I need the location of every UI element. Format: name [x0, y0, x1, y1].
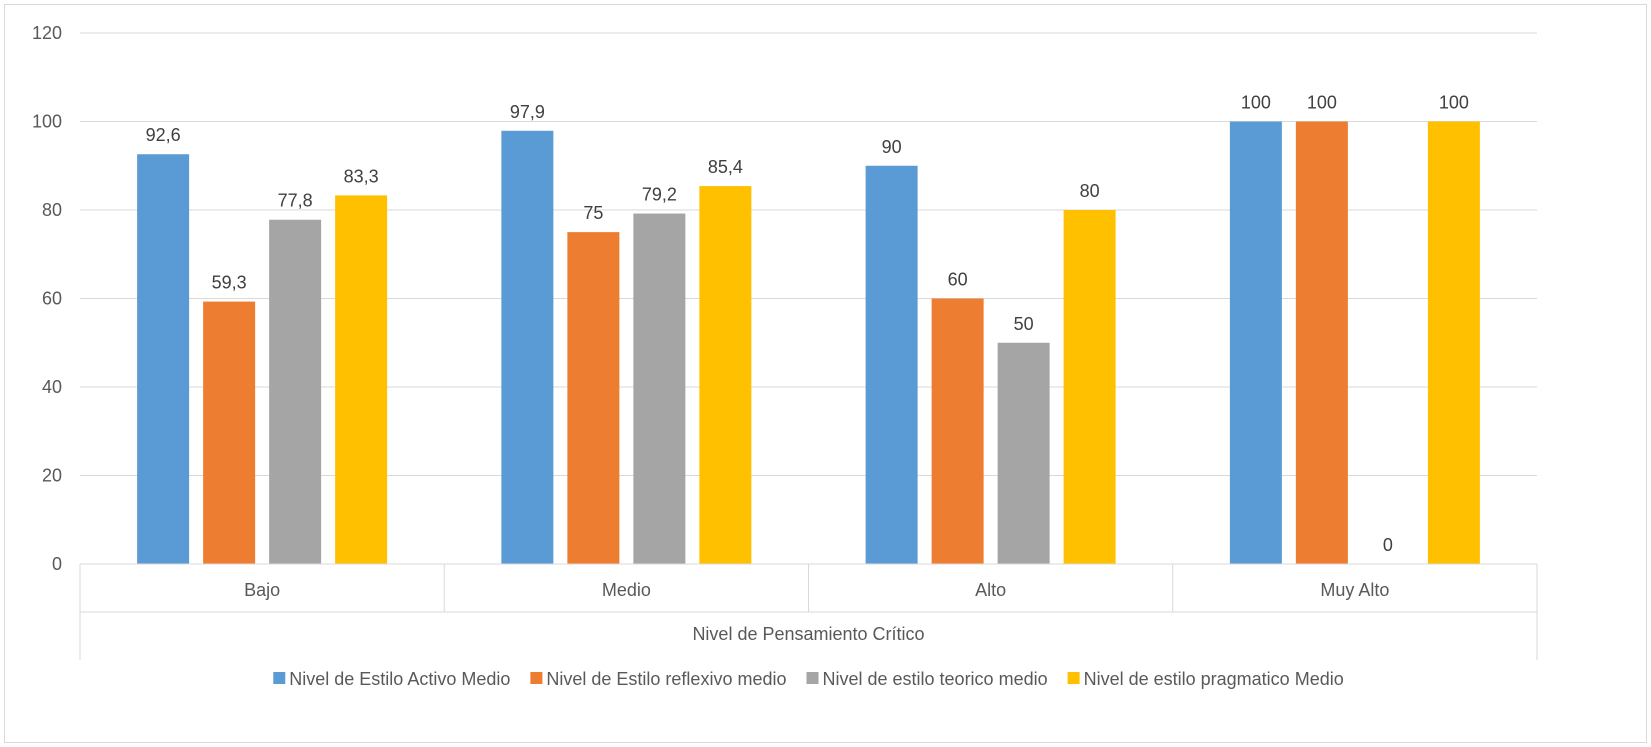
legend-label: Nivel de Estilo reflexivo medio [546, 669, 786, 689]
y-tick-label: 40 [42, 377, 62, 397]
legend-item: Nivel de estilo teorico medio [806, 669, 1048, 689]
bars [137, 121, 1480, 565]
bar [1427, 121, 1480, 564]
x-category-label: Alto [975, 580, 1006, 600]
data-label: 100 [1241, 93, 1271, 113]
bar [1063, 210, 1116, 564]
legend: Nivel de Estilo Activo Medio Nivel de Est… [273, 669, 1344, 689]
data-label: 80 [1080, 181, 1100, 201]
data-label: 59,3 [212, 273, 247, 293]
legend-label: Nivel de Estilo Activo Medio [289, 669, 510, 689]
data-label: 75 [583, 203, 603, 223]
bar [335, 195, 388, 564]
y-tick-label: 20 [42, 466, 62, 486]
y-tick-label: 60 [42, 289, 62, 309]
data-labels: 92,6 97,9 90 100 59,3 75 60 100 77,8 79,2 50 0 83,3 8… [146, 93, 1469, 556]
data-label: 83,3 [344, 166, 379, 186]
y-axis-ticks: 0 20 40 60 80 100 120 [32, 23, 62, 574]
x-axis-title: Nivel de Pensamiento Crítico [692, 624, 924, 644]
y-tick-label: 0 [52, 554, 62, 574]
x-axis: Bajo Medio Alto Muy Alto [79, 563, 1538, 660]
legend-item: Nivel de estilo pragmatico Medio [1067, 669, 1344, 689]
data-label: 90 [882, 137, 902, 157]
data-label: 77,8 [278, 191, 313, 211]
data-label: 0 [1383, 535, 1393, 555]
bar [501, 130, 554, 565]
bar [633, 213, 686, 565]
data-label: 50 [1014, 314, 1034, 334]
legend-item: Nivel de Estilo reflexivo medio [530, 669, 786, 689]
bar [931, 298, 984, 564]
bar [1229, 121, 1282, 564]
bar [203, 301, 256, 564]
y-tick-label: 100 [32, 112, 62, 132]
bar [1295, 121, 1348, 564]
data-label: 97,9 [510, 102, 545, 122]
data-label: 100 [1307, 93, 1337, 113]
bar [997, 342, 1050, 564]
legend-swatch [530, 672, 543, 684]
data-label: 100 [1439, 93, 1469, 113]
x-category-label: Medio [602, 580, 651, 600]
legend-swatch [273, 672, 286, 684]
bar [269, 219, 322, 565]
legend-label: Nivel de estilo teorico medio [822, 669, 1047, 689]
data-label: 92,6 [146, 125, 181, 145]
legend-swatch [806, 672, 819, 684]
legend-item: Nivel de Estilo Activo Medio [273, 669, 510, 689]
chart-frame [4, 4, 1647, 743]
legend-label: Nivel de estilo pragmatico Medio [1084, 669, 1344, 689]
data-label: 85,4 [708, 157, 743, 177]
bar [567, 232, 620, 564]
x-category-label: Muy Alto [1320, 580, 1389, 600]
y-tick-label: 120 [32, 23, 62, 43]
x-category-label: Bajo [244, 580, 280, 600]
bar [699, 186, 752, 565]
bar [137, 154, 190, 564]
data-label: 79,2 [642, 185, 677, 205]
data-label: 60 [948, 270, 968, 290]
y-tick-label: 80 [42, 200, 62, 220]
legend-swatch [1067, 672, 1080, 684]
bar [865, 165, 918, 564]
